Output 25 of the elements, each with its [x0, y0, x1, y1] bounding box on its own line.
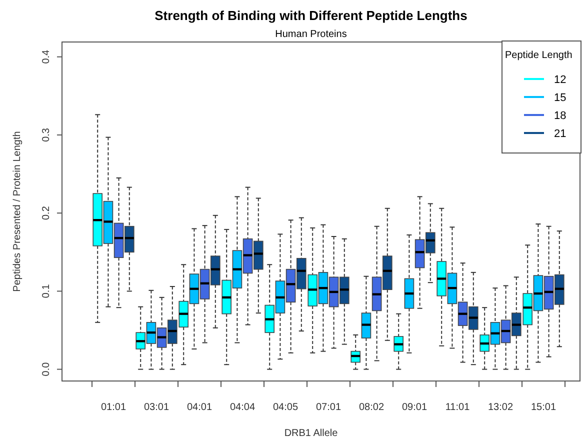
y-tick-label: 0.4: [41, 49, 52, 64]
chart-subtitle: Human Proteins: [275, 29, 347, 40]
x-tick-label: 04:01: [186, 402, 212, 413]
x-tick-label: 04:04: [230, 402, 256, 413]
x-tick-label: 11:01: [445, 402, 470, 413]
x-tick-label: 07:01: [316, 402, 342, 413]
legend-title: Peptide Length: [505, 50, 572, 61]
x-tick-label: 15:01: [530, 402, 556, 413]
legend-label: 21: [554, 128, 566, 140]
x-tick-label: 09:01: [402, 402, 428, 413]
legend-label: 12: [554, 74, 566, 86]
x-tick-label: 04:05: [272, 402, 298, 413]
legend-label: 15: [554, 92, 566, 104]
x-tick-label: 13:02: [488, 402, 514, 413]
y-tick-label: 0.3: [41, 128, 52, 142]
y-tick-label: 0.0: [41, 362, 52, 376]
y-axis-title: Peptides Presented / Protein Length: [12, 131, 23, 292]
x-tick-label: 03:01: [144, 402, 170, 413]
chart-title: Strength of Binding with Different Peptide Lengths: [154, 8, 468, 23]
x-tick-label: 08:02: [358, 402, 384, 413]
y-tick-label: 0.2: [41, 206, 52, 220]
x-axis-title: DRB1 Allele: [284, 428, 338, 439]
x-tick-label: 01:01: [100, 402, 126, 413]
y-tick-label: 0.1: [41, 284, 52, 298]
legend-label: 18: [554, 110, 566, 122]
